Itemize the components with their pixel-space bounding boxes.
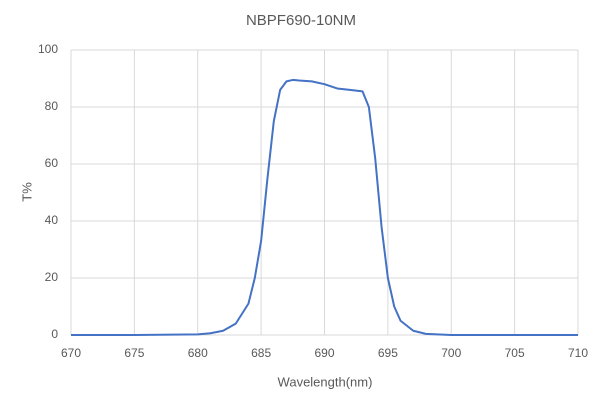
x-tick-label: 670: [61, 346, 81, 360]
data-line: [71, 78, 578, 336]
y-tick-label: 40: [45, 213, 59, 227]
x-tick-label: 700: [441, 346, 461, 360]
chart-title: NBPF690-10NM: [246, 12, 356, 29]
y-tick-label: 100: [38, 42, 58, 56]
y-tick-label: 80: [45, 99, 59, 113]
x-axis-label: Wavelength(nm): [278, 374, 373, 389]
y-tick-label: 20: [45, 270, 59, 284]
x-tick-label: 690: [314, 346, 334, 360]
x-tick-label: 675: [124, 346, 144, 360]
y-axis-label: T%: [19, 182, 34, 202]
x-tick-label: 695: [378, 346, 398, 360]
x-tick-label: 680: [188, 346, 208, 360]
y-tick-label: 0: [51, 327, 58, 341]
x-tick-label: 710: [568, 346, 588, 360]
x-tick-label: 705: [505, 346, 525, 360]
y-tick-label: 60: [45, 156, 59, 170]
x-tick-label: 685: [251, 346, 271, 360]
